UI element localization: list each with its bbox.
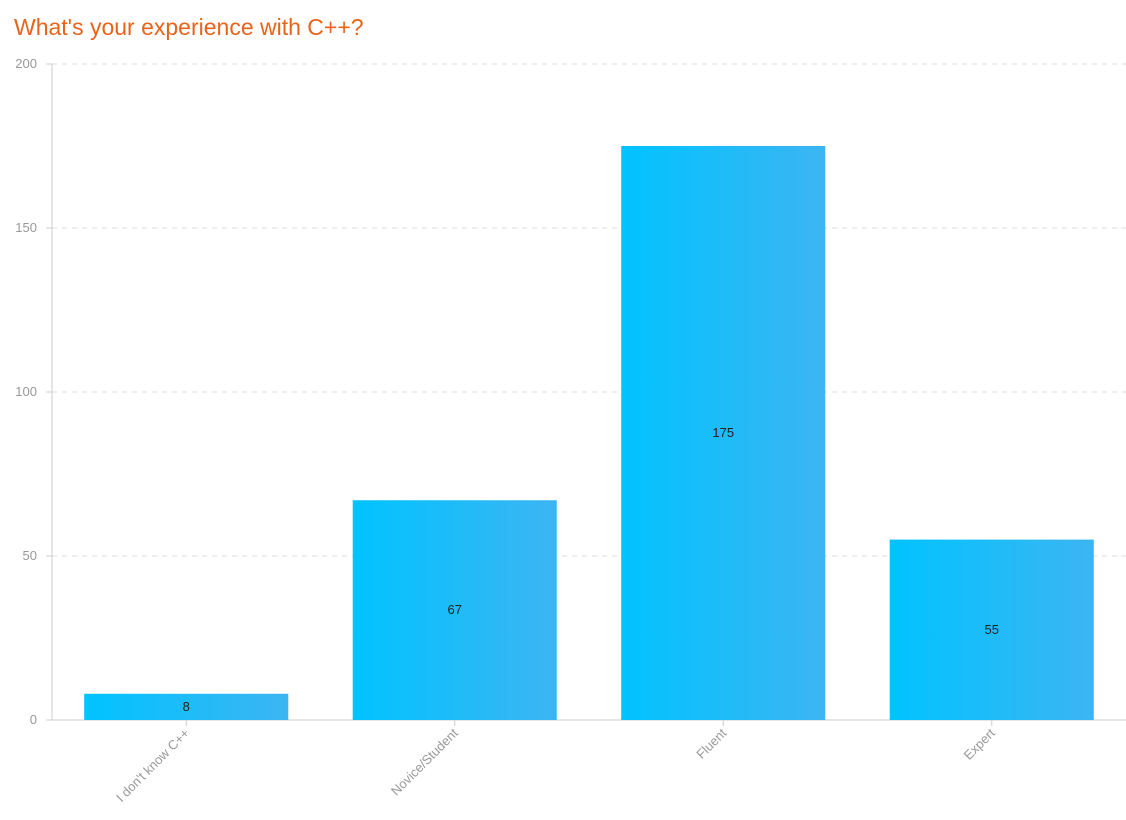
bar: [84, 693, 289, 720]
y-tick-label: 50: [23, 548, 37, 563]
bar-value-label: 8: [183, 699, 190, 714]
y-tick-label: 200: [15, 56, 37, 71]
bar: [889, 539, 1094, 720]
bar: [352, 500, 557, 720]
bar-value-label: 67: [448, 602, 462, 617]
y-tick-label: 150: [15, 220, 37, 235]
bar-value-label: 55: [985, 622, 999, 637]
category-label: I don't know C++: [113, 726, 192, 805]
chart-title: What's your experience with C++?: [14, 14, 364, 40]
bar: [621, 146, 826, 720]
y-tick-label: 0: [30, 712, 37, 727]
category-label: Expert: [961, 725, 998, 762]
y-tick-label: 100: [15, 384, 37, 399]
category-label: Fluent: [693, 725, 729, 761]
bar-value-label: 175: [712, 425, 734, 440]
category-label: Novice/Student: [388, 725, 461, 798]
bars: [84, 146, 1094, 720]
gridlines: [52, 63, 1126, 557]
